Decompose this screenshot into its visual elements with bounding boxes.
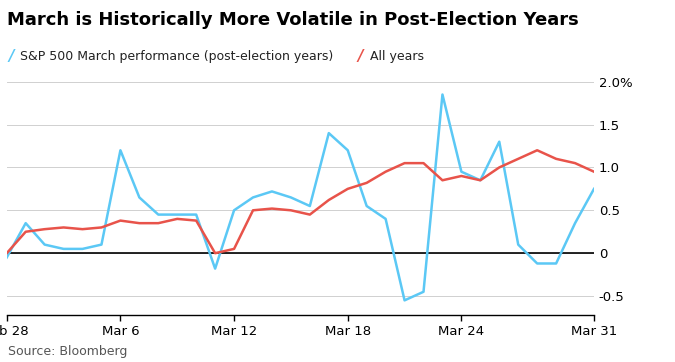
Text: Source: Bloomberg: Source: Bloomberg [8, 345, 128, 358]
Text: /: / [8, 49, 14, 64]
Text: All years: All years [370, 50, 424, 63]
Text: S&P 500 March performance (post-election years): S&P 500 March performance (post-election… [20, 50, 333, 63]
Text: /: / [358, 49, 363, 64]
Text: March is Historically More Volatile in Post-Election Years: March is Historically More Volatile in P… [7, 11, 578, 29]
